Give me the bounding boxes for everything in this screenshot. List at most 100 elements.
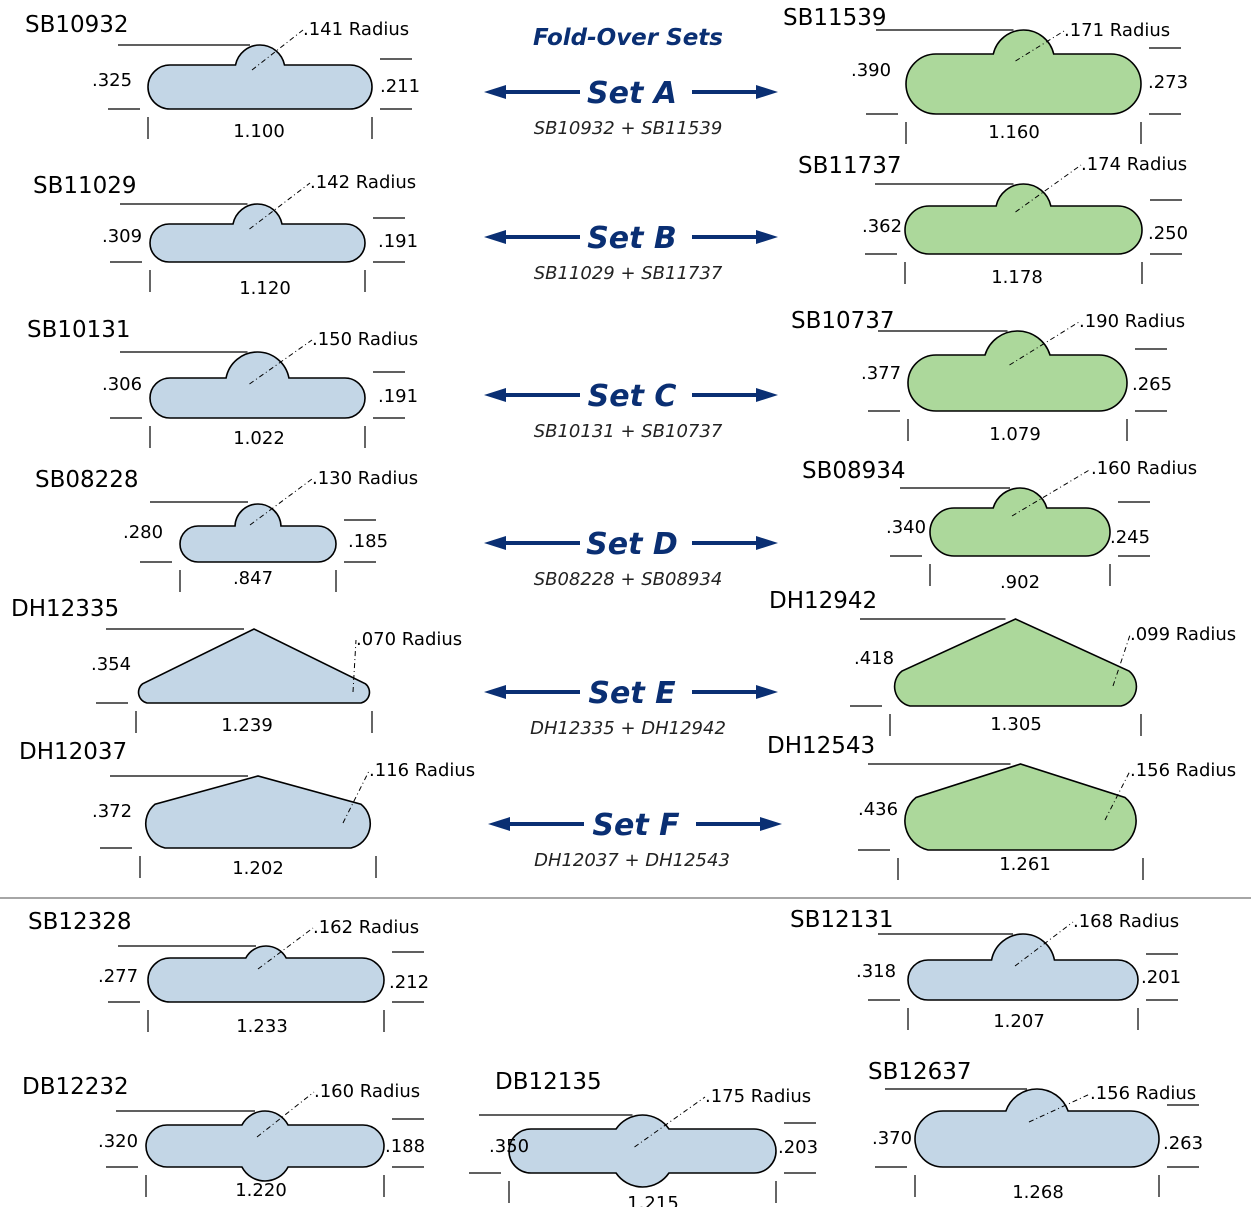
set-combo: SB10131 + SB10737 (534, 421, 723, 442)
base-dimension: .203 (778, 1137, 818, 1158)
diagram-title: Fold-Over Sets (533, 25, 723, 51)
profile-sb11539: SB11539 .171 Radius .390 .273 1.160 (783, 5, 1188, 144)
arrow-left-icon (484, 536, 506, 550)
width-dimension: 1.268 (1012, 1182, 1064, 1203)
height-dimension: .436 (858, 799, 898, 820)
profile-sb08934: SB08934 .160 Radius .340 .245 .902 (802, 458, 1197, 593)
radius-label: .070 Radius (356, 629, 462, 650)
set-label: Set F (592, 808, 680, 843)
part-number: SB12131 (790, 907, 894, 933)
width-dimension: 1.079 (989, 424, 1041, 445)
profile-shape (179, 503, 337, 563)
arrow-left-icon (484, 85, 506, 99)
radius-label: .130 Radius (312, 468, 418, 489)
radius-leader (1014, 921, 1074, 967)
radius-label: .142 Radius (310, 172, 416, 193)
radius-label: .150 Radius (312, 329, 418, 350)
radius-leader (634, 1096, 706, 1148)
profiles-layer: SB10932 .141 Radius .325 .211 1.100 SB11539 .1… (11, 5, 1236, 1207)
width-dimension: 1.120 (239, 278, 291, 299)
set-group: Set D SB08228 + SB08934 (484, 527, 778, 590)
set-combo: SB10932 + SB11539 (534, 118, 723, 139)
profile-shape (144, 775, 372, 849)
base-dimension: .201 (1141, 967, 1181, 988)
base-dimension: .263 (1163, 1133, 1203, 1154)
height-dimension: .280 (123, 522, 163, 543)
radius-label: .171 Radius (1064, 20, 1170, 41)
height-dimension: .372 (92, 801, 132, 822)
profile-shape (904, 763, 1137, 851)
radius-label: .174 Radius (1081, 154, 1187, 175)
arrow-right-icon (756, 388, 778, 402)
radius-leader (1015, 164, 1082, 213)
height-dimension: .418 (854, 648, 894, 669)
set-group: Set E DH12335 + DH12942 (484, 676, 778, 739)
radius-leader (249, 339, 313, 385)
radius-label: .160 Radius (1091, 458, 1197, 479)
radius-leader (249, 478, 313, 526)
profile-dh12543: DH12543 .156 Radius .436 1.261 (767, 733, 1236, 880)
radius-leader (1104, 770, 1131, 821)
arrow-right-icon (760, 817, 782, 831)
part-number: SB11539 (783, 5, 887, 31)
profile-sb12637: SB12637 .156 Radius .370 .263 1.268 (868, 1059, 1203, 1203)
height-dimension: .354 (91, 654, 131, 675)
arrow-left-icon (484, 685, 506, 699)
base-dimension: .245 (1110, 527, 1150, 548)
base-dimension: .212 (389, 972, 429, 993)
width-dimension: 1.233 (236, 1016, 288, 1037)
arrow-left-icon (488, 817, 510, 831)
profile-sb08228: SB08228 .130 Radius .280 .185 .847 (35, 467, 418, 592)
profile-sb12328: SB12328 .162 Radius .277 .212 1.233 (28, 909, 429, 1037)
height-dimension: .377 (861, 363, 901, 384)
part-number: SB10131 (27, 317, 131, 343)
set-label: Set C (588, 379, 677, 414)
height-dimension: .277 (98, 966, 138, 987)
radius-leader (1015, 30, 1065, 62)
profile-sb10932: SB10932 .141 Radius .325 .211 1.100 (25, 12, 420, 142)
height-dimension: .370 (872, 1128, 912, 1149)
radius-leader (256, 1091, 315, 1138)
part-number: DH12942 (769, 588, 877, 614)
part-number: SB11029 (33, 173, 137, 199)
height-dimension: .309 (102, 226, 142, 247)
radius-leader (249, 182, 311, 230)
set-combo: SB08228 + SB08934 (534, 569, 723, 590)
profile-dh12335: DH12335 .070 Radius .354 1.239 (11, 596, 462, 736)
profile-shape (147, 945, 385, 1003)
profile-shape (149, 203, 366, 263)
radius-label: .168 Radius (1073, 911, 1179, 932)
height-dimension: .350 (489, 1136, 529, 1157)
part-number: SB12637 (868, 1059, 972, 1085)
part-number: SB08934 (802, 458, 906, 484)
width-dimension: 1.100 (233, 121, 285, 142)
radius-label: .156 Radius (1130, 760, 1236, 781)
profile-sb10737: SB10737 .190 Radius .377 .265 1.079 (791, 308, 1185, 445)
width-dimension: 1.202 (232, 858, 284, 879)
set-combo: DH12335 + DH12942 (530, 718, 726, 739)
radius-leader (342, 770, 370, 824)
part-number: SB10932 (25, 12, 129, 38)
base-dimension: .265 (1132, 374, 1172, 395)
profile-shape (907, 330, 1128, 412)
set-group: Set A SB10932 + SB11539 (484, 76, 778, 139)
radius-leader (1112, 634, 1131, 687)
profile-shape (149, 351, 366, 419)
profile-shape (147, 44, 373, 110)
set-label: Set E (588, 676, 676, 711)
width-dimension: 1.022 (233, 428, 285, 449)
base-dimension: .250 (1148, 223, 1188, 244)
arrow-left-icon (484, 230, 506, 244)
width-dimension: 1.305 (990, 714, 1042, 735)
profile-shape (145, 1110, 385, 1182)
part-number: DH12335 (11, 596, 119, 622)
base-dimension: .211 (380, 76, 420, 97)
part-number: SB08228 (35, 467, 139, 493)
profile-sb10131: SB10131 .150 Radius .306 .191 1.022 (27, 317, 418, 449)
height-dimension: .340 (886, 517, 926, 538)
radius-label: .190 Radius (1079, 311, 1185, 332)
profile-db12232: DB12232 .160 Radius .320 .188 1.220 (22, 1074, 425, 1201)
width-dimension: 1.220 (235, 1180, 287, 1201)
base-dimension: .185 (348, 531, 388, 552)
